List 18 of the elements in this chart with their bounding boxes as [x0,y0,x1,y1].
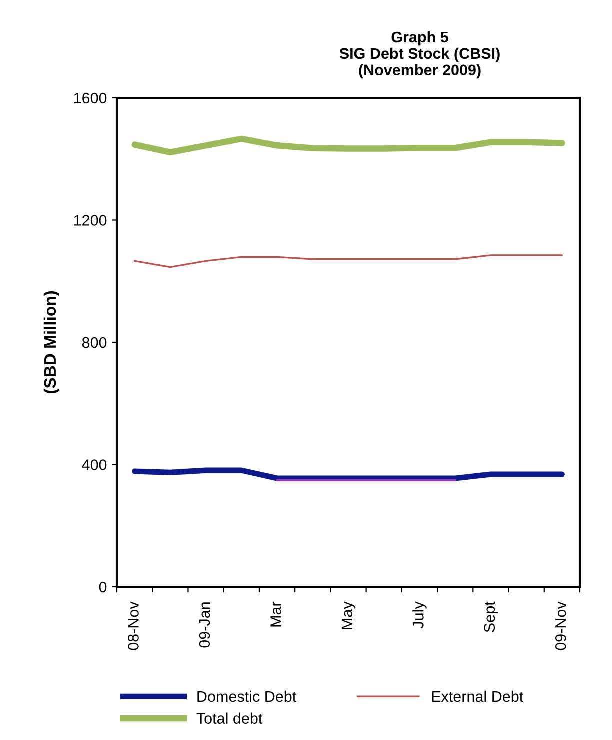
x-tick-label: 08-Nov [128,602,139,650]
legend-label: Domestic Debt [198,690,297,702]
x-tick-label: Mar [270,602,282,627]
y-tick-label: 1600 [74,92,107,104]
x-tick-label: July [412,602,427,629]
line-series [134,254,564,268]
x-tick-label: Sept [484,602,498,632]
y-axis-title: (SBD Million) [44,291,60,394]
y-tick-label: 1200 [74,215,107,226]
x-tick-label: 09-Nov [555,602,566,650]
y-tick-label: 400 [82,460,107,470]
legend-label: Total debt [196,712,263,724]
chart-title: Graph 5 SIG Debt Stock (CBSI) (November 2009) [340,31,500,79]
legend-label: External Debt [432,690,524,702]
y-tick-label: 800 [82,337,107,348]
y-tick-label: 0 [99,582,107,593]
x-tick-label: May [342,602,356,630]
x-tick-label: 09-Jan [199,602,210,648]
